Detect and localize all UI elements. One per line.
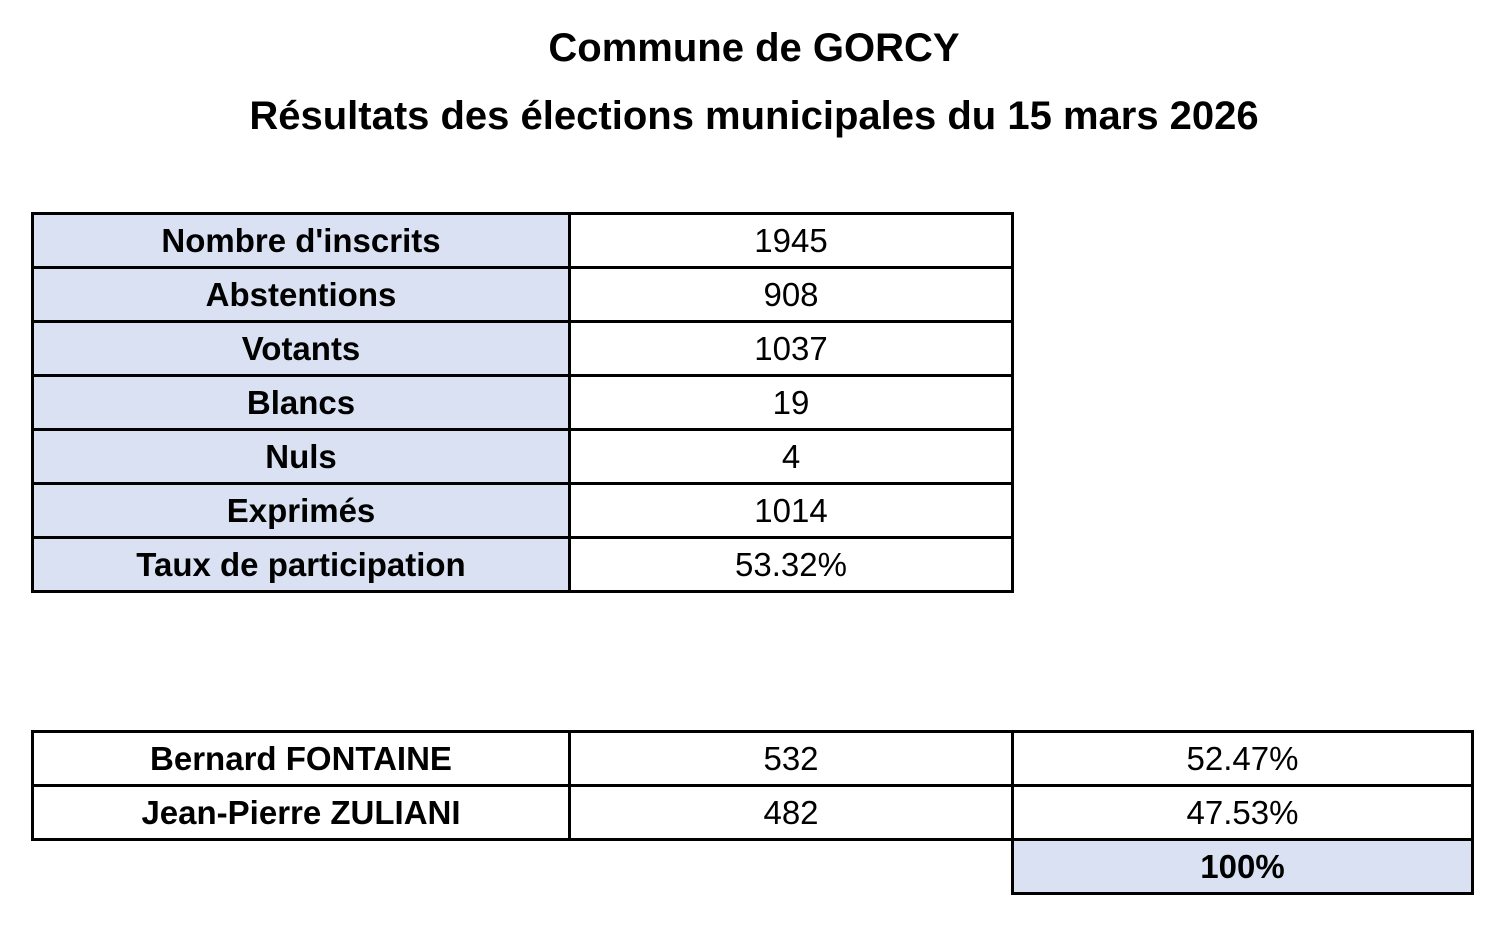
summary-table: Nombre d'inscrits 1945 Abstentions 908 Votan… <box>31 212 1014 593</box>
candidate-name: Bernard FONTAINE <box>31 730 571 787</box>
row-value: 19 <box>568 374 1014 431</box>
results-table: Bernard FONTAINE 532 52.47% Jean-Pierre ZUL… <box>31 730 1474 895</box>
table-row: 100% <box>32 838 1474 895</box>
row-label: Nombre d'inscrits <box>31 212 571 269</box>
row-label: Taux de participation <box>31 536 571 593</box>
row-label: Blancs <box>31 374 571 431</box>
candidate-percent: 47.53% <box>1011 784 1474 841</box>
candidate-votes: 482 <box>568 784 1014 841</box>
subtitle: Résultats des élections municipales du 1… <box>249 94 1259 138</box>
row-label: Abstentions <box>31 266 571 323</box>
title: Commune de GORCY <box>548 26 960 70</box>
table-row: Nombre d'inscrits 1945 <box>31 212 1014 269</box>
row-label: Votants <box>31 320 571 377</box>
candidate-votes: 532 <box>568 730 1014 787</box>
empty-cell <box>569 838 1014 894</box>
table-row: Bernard FONTAINE 532 52.47% <box>31 730 1474 787</box>
row-value: 53.32% <box>568 536 1014 593</box>
row-value: 1037 <box>568 320 1014 377</box>
table-row: Exprimés 1014 <box>31 482 1014 539</box>
table-row: Jean-Pierre ZULIANI 482 47.53% <box>31 784 1474 841</box>
table-row: Nuls 4 <box>31 428 1014 485</box>
table-row: Blancs 19 <box>31 374 1014 431</box>
row-value: 1014 <box>568 482 1014 539</box>
candidate-name: Jean-Pierre ZULIANI <box>31 784 571 841</box>
row-label: Exprimés <box>31 482 571 539</box>
row-label: Nuls <box>31 428 571 485</box>
row-value: 4 <box>568 428 1014 485</box>
table-row: Abstentions 908 <box>31 266 1014 323</box>
table-row: Votants 1037 <box>31 320 1014 377</box>
table-row: Taux de participation 53.32% <box>31 536 1014 593</box>
empty-cell <box>32 838 570 894</box>
row-value: 1945 <box>568 212 1014 269</box>
total-percent: 100% <box>1011 838 1474 895</box>
row-value: 908 <box>568 266 1014 323</box>
candidate-percent: 52.47% <box>1011 730 1474 787</box>
